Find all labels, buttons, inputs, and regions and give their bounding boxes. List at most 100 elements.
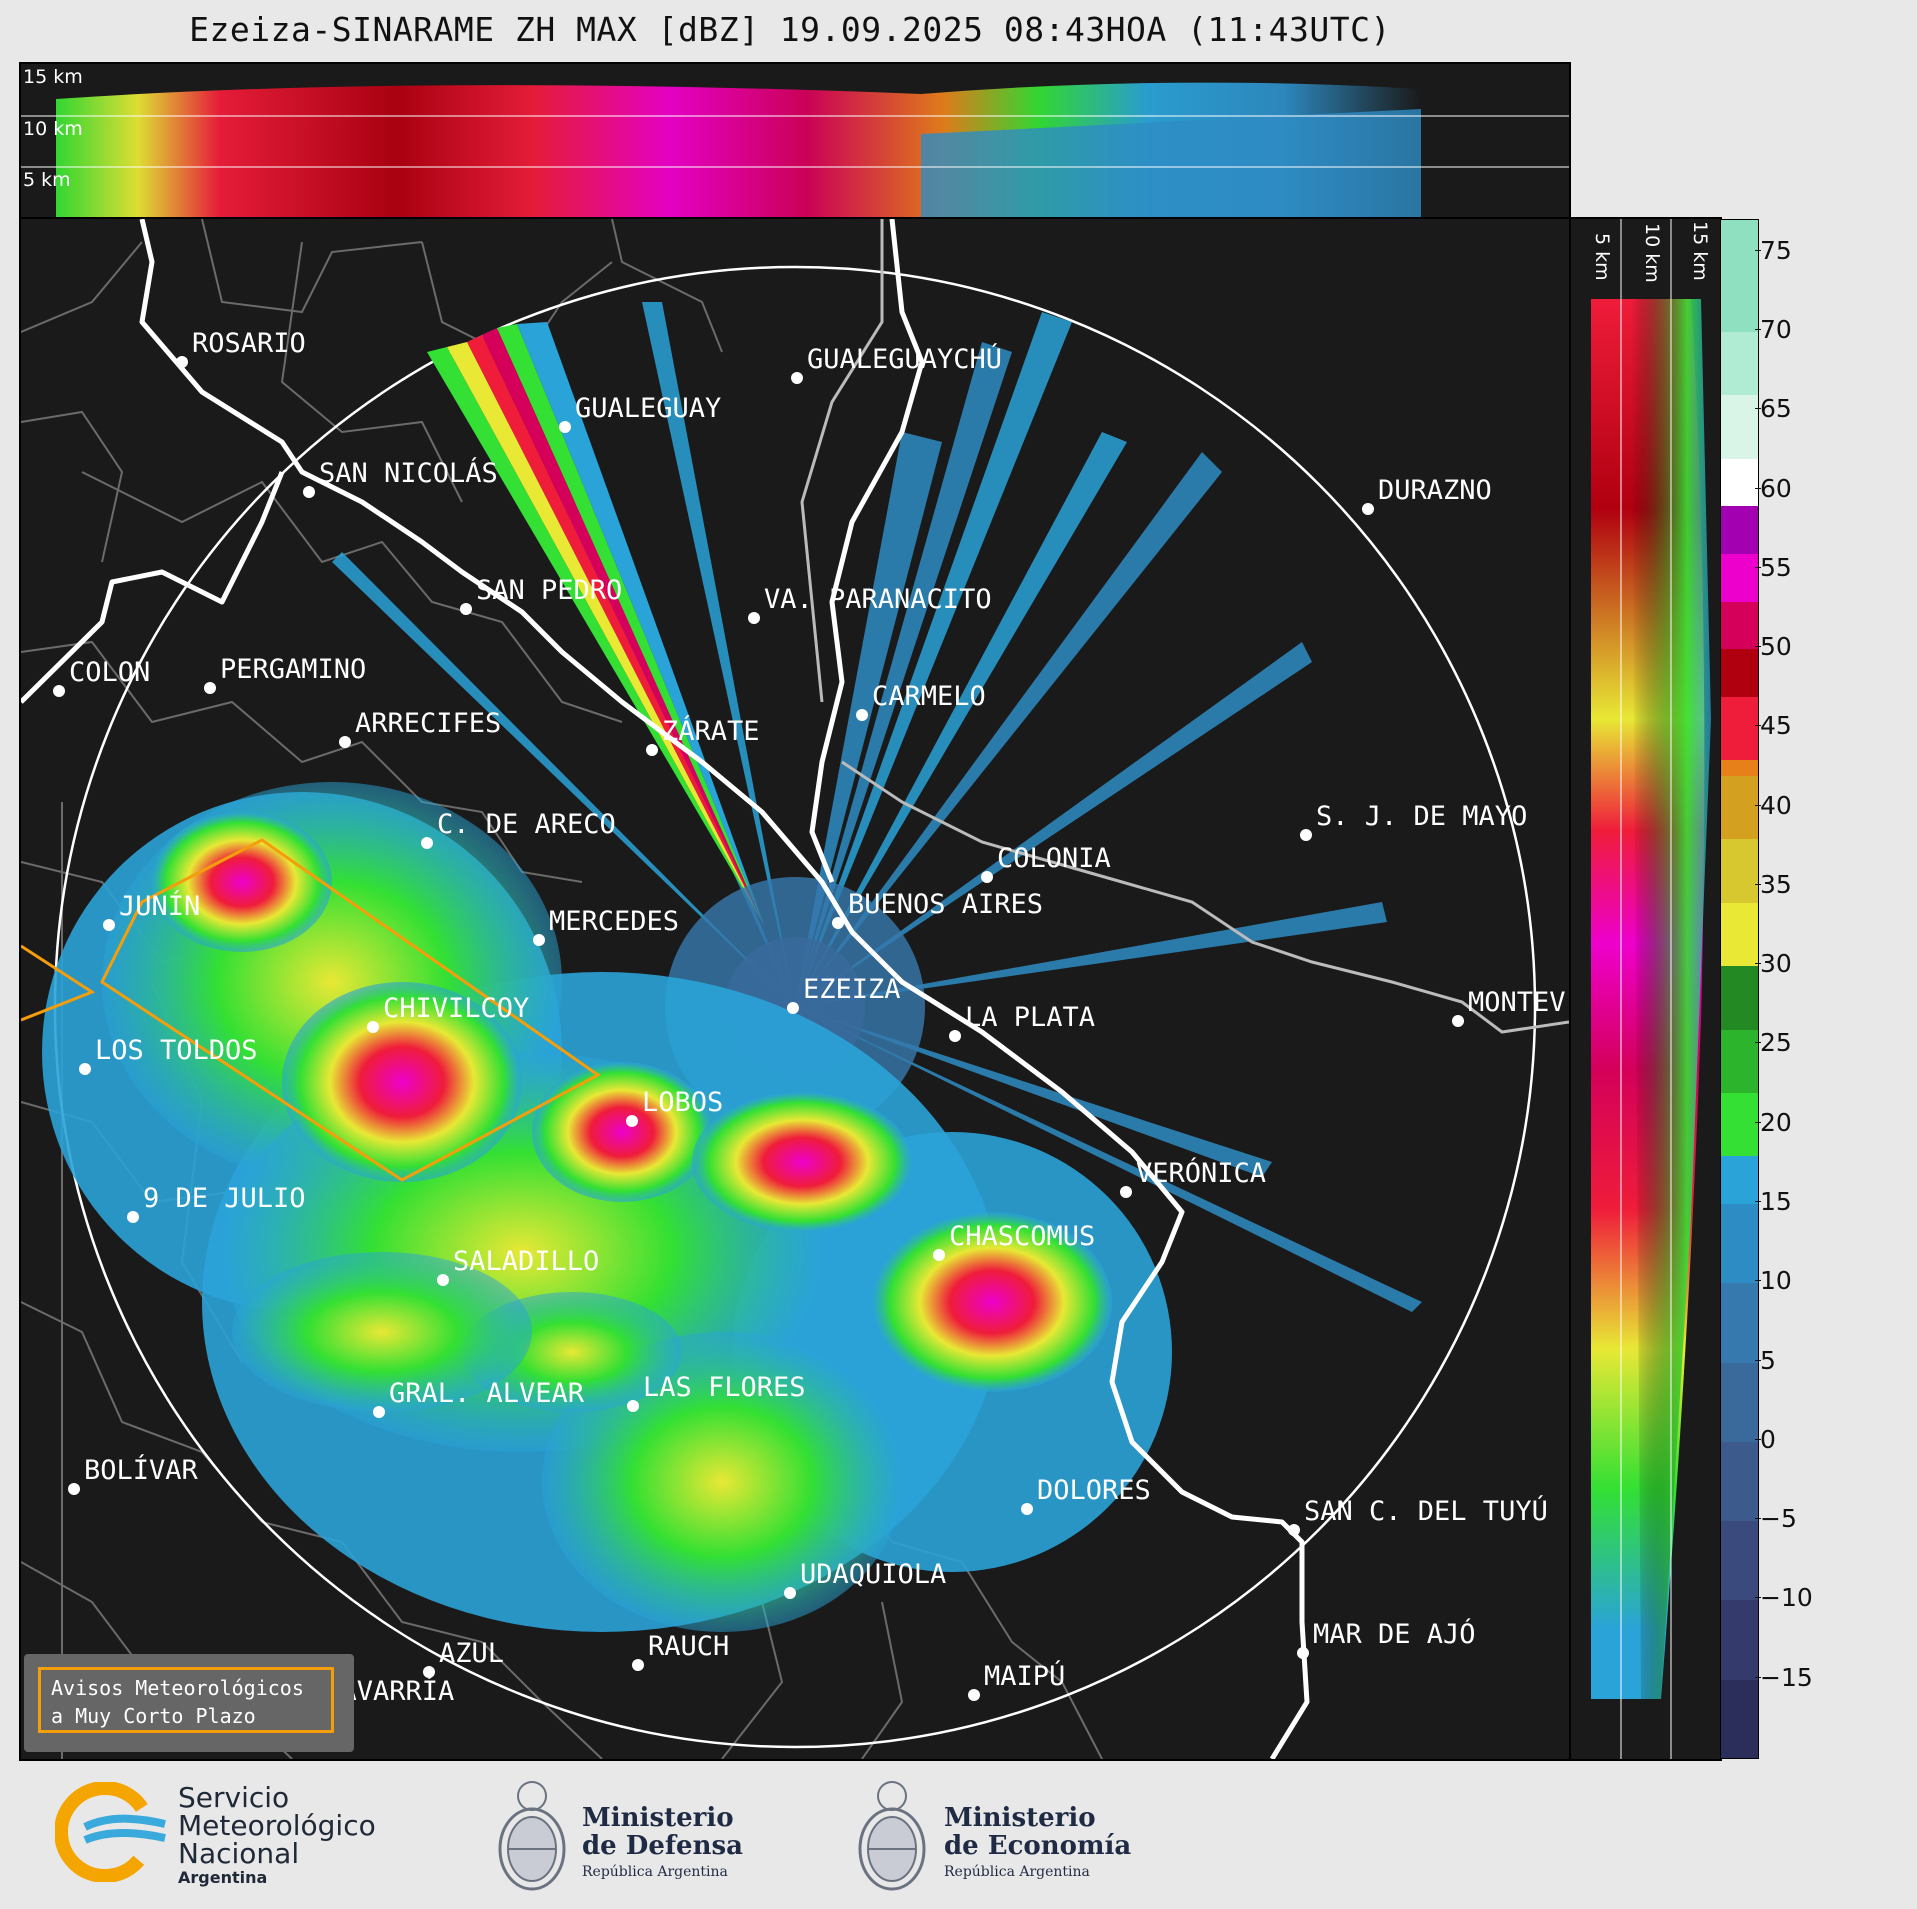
- city-marker[interactable]: COLON: [53, 657, 150, 697]
- warning-legend-frame: Avisos Meteorológicos a Muy Corto Plazo: [38, 1667, 334, 1733]
- city-marker[interactable]: LAS FLORES: [627, 1372, 806, 1412]
- city-marker[interactable]: UDAQUIOLA: [784, 1559, 946, 1599]
- smn-line4: Argentina: [178, 1868, 268, 1887]
- city-label: JUNÍN: [119, 890, 200, 922]
- colorbar-tick-label: 5: [1755, 1346, 1830, 1375]
- colorbar-tick-label: 30: [1755, 949, 1830, 978]
- city-dot: [832, 917, 844, 929]
- city-marker[interactable]: SAN NICOLÁS: [303, 457, 498, 498]
- city-label: SAN C. DEL TUYÚ: [1304, 1495, 1548, 1527]
- city-dot: [1288, 1524, 1300, 1536]
- colorbar-segment: [1721, 600, 1758, 650]
- colorbar-segment: [1721, 394, 1758, 459]
- city-marker[interactable]: GUALEGUAY: [559, 393, 721, 433]
- top-height-label-5: 5 km: [23, 169, 71, 191]
- city-marker[interactable]: GRAL. ALVEAR: [373, 1378, 585, 1418]
- colorbar-tick-label: 50: [1755, 632, 1830, 661]
- colorbar-tick-label: 45: [1755, 711, 1830, 740]
- city-marker[interactable]: BOLÍVAR: [68, 1454, 199, 1495]
- city-dot: [1300, 829, 1312, 841]
- city-marker[interactable]: DOLORES: [1021, 1475, 1151, 1515]
- smn-line1: Servicio: [178, 1781, 290, 1814]
- city-marker[interactable]: SALADILLO: [437, 1246, 599, 1286]
- city-marker[interactable]: 9 DE JULIO: [127, 1183, 306, 1223]
- city-marker[interactable]: EZEIZA: [787, 974, 901, 1014]
- city-marker[interactable]: LA PLATA: [949, 1002, 1095, 1042]
- city-label: LAS FLORES: [643, 1372, 806, 1403]
- city-dot: [981, 871, 993, 883]
- city-marker[interactable]: MERCEDES: [533, 906, 679, 946]
- warning-legend-line2: a Muy Corto Plazo: [51, 1704, 256, 1728]
- city-dot: [968, 1689, 980, 1701]
- defensa-subtitle: República Argentina: [582, 1864, 728, 1880]
- city-label: MERCEDES: [549, 906, 679, 937]
- colorbar-segment: [1721, 1678, 1758, 1758]
- city-label: COLON: [69, 657, 150, 688]
- colorbar-tick-label: 0: [1755, 1425, 1830, 1454]
- city-marker[interactable]: CHASCOMUS: [933, 1221, 1095, 1261]
- city-marker[interactable]: CHIVILCOY: [367, 993, 529, 1033]
- city-dot: [103, 919, 115, 931]
- city-marker[interactable]: ROSARIO: [176, 328, 306, 368]
- top-profile-canvas: [21, 82, 1569, 217]
- warning-polygon[interactable]: [100, 838, 601, 1182]
- city-marker[interactable]: CARMELO: [856, 681, 986, 721]
- city-label: 9 DE JULIO: [143, 1183, 306, 1214]
- defensa-title: Ministerio de Defensa: [582, 1804, 743, 1860]
- city-marker[interactable]: LOBOS: [626, 1087, 723, 1127]
- city-label: ROSARIO: [192, 328, 306, 359]
- city-label: GUALEGUAYCHÚ: [807, 343, 1002, 375]
- city-marker[interactable]: MAIPÚ: [968, 1660, 1065, 1701]
- colorbar-tick-label: 60: [1755, 474, 1830, 503]
- city-marker[interactable]: MONTEV: [1452, 987, 1566, 1027]
- radar-wedge-nw: [427, 322, 765, 927]
- city-dot: [856, 709, 868, 721]
- city-marker[interactable]: ZÁRATE: [646, 715, 760, 756]
- colorbar-tick-label: 70: [1755, 315, 1830, 344]
- colorbar-tick-label: −15: [1755, 1663, 1830, 1692]
- colorbar-tick-label: 65: [1755, 394, 1830, 423]
- colorbar-segment: [1721, 774, 1758, 840]
- city-marker[interactable]: ARRECIFES: [339, 708, 501, 748]
- city-marker[interactable]: C. DE ARECO: [421, 809, 616, 849]
- warning-legend-box[interactable]: Avisos Meteorológicos a Muy Corto Plazo: [24, 1654, 354, 1752]
- city-marker[interactable]: SAN C. DEL TUYÚ: [1288, 1495, 1548, 1536]
- city-dot: [460, 603, 472, 615]
- side-profile-canvas: [1591, 219, 1711, 1759]
- city-marker[interactable]: VA. PARANACITO: [748, 584, 992, 624]
- city-marker[interactable]: JUNÍN: [103, 890, 200, 931]
- smn-logo-icon: [55, 1782, 166, 1882]
- city-marker[interactable]: AZUL: [423, 1638, 504, 1678]
- city-marker[interactable]: GUALEGUAYCHÚ: [791, 343, 1002, 384]
- radar-map[interactable]: ROSARIO GUALEGUAYCHÚ GUALEGUAY SAN NICOLÁS D…: [19, 217, 1571, 1761]
- colorbar-segment: [1721, 330, 1758, 396]
- city-dot: [646, 744, 658, 756]
- defensa-line1: Ministerio: [582, 1803, 734, 1833]
- city-marker[interactable]: VERÓNICA: [1120, 1157, 1266, 1198]
- city-marker[interactable]: RAUCH: [632, 1631, 729, 1671]
- city-marker[interactable]: SAN PEDRO: [460, 575, 622, 615]
- side-height-label-15: 15 km: [1689, 221, 1711, 281]
- colorbar: [1720, 219, 1759, 1759]
- city-dot: [127, 1211, 139, 1223]
- city-label: DURAZNO: [1378, 475, 1492, 506]
- city-marker[interactable]: DURAZNO: [1362, 475, 1492, 515]
- colorbar-segment: [1721, 552, 1758, 602]
- precipitation-echoes: [42, 782, 1172, 1632]
- city-marker[interactable]: COLONIA: [981, 843, 1111, 883]
- colorbar-segment: [1721, 220, 1758, 332]
- economia-title: Ministerio de Economía: [944, 1804, 1131, 1860]
- colorbar-tick-label: 15: [1755, 1187, 1830, 1216]
- city-label: ZÁRATE: [662, 715, 760, 747]
- city-label: SAN PEDRO: [476, 575, 622, 606]
- top-height-profile: 15 km 10 km 5 km: [19, 62, 1571, 219]
- city-marker[interactable]: PERGAMINO: [204, 654, 366, 694]
- colorbar-segment: [1721, 965, 1758, 1030]
- city-marker[interactable]: MAR DE AJÓ: [1297, 1618, 1476, 1659]
- city-marker[interactable]: BUENOS AIRES: [832, 889, 1043, 929]
- city-marker[interactable]: S. J. DE MAYO: [1300, 801, 1527, 841]
- city-label: BUENOS AIRES: [848, 889, 1043, 920]
- city-label: CHASCOMUS: [949, 1221, 1095, 1252]
- city-marker[interactable]: LOS TOLDOS: [79, 1035, 258, 1075]
- city-label: CARMELO: [872, 681, 986, 712]
